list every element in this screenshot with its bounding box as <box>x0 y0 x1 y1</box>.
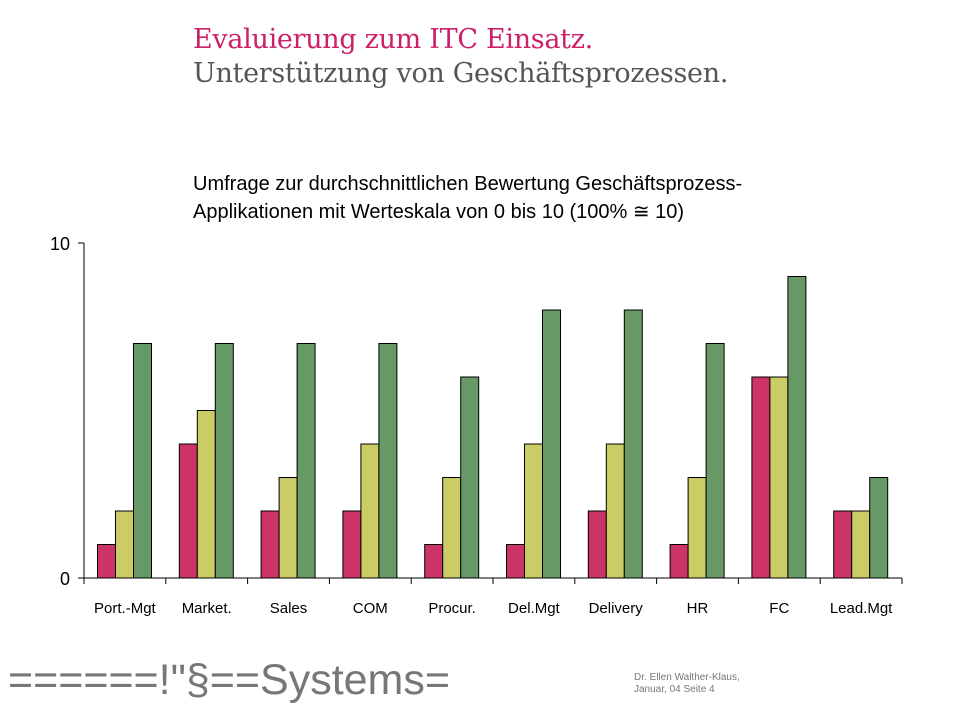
x-tick-label: Delivery <box>589 600 644 617</box>
bar-procur--s3 <box>460 376 480 579</box>
bar-port-mgt-s1 <box>97 544 116 579</box>
footer-date-page: Januar, 04 Seite 4 <box>634 684 715 695</box>
company-logo-text: ======!"§==Systems= <box>8 656 450 704</box>
bar-sales-s2 <box>278 477 298 579</box>
bar-delivery-s2 <box>605 443 625 579</box>
labels-group: Port.-Mgt Market. Sales COM Procur. Del.Mgt De… <box>50 234 893 617</box>
bar-del-mgt-s3 <box>542 309 561 579</box>
bar-lead-mgt-s2 <box>851 510 871 579</box>
bar-market--s1 <box>178 443 198 579</box>
x-tick-label: HR <box>687 600 709 617</box>
chart-description-line-1: Umfrage zur durchschnittlichen Bewertung… <box>193 173 743 195</box>
bar-lead-mgt-s1 <box>833 510 853 579</box>
bar-sales-s1 <box>260 510 280 579</box>
x-tick-label: Port.-Mgt <box>94 600 157 617</box>
bar-com-s1 <box>342 510 362 579</box>
bar-market--s3 <box>214 343 234 579</box>
bar-procur--s1 <box>424 544 444 579</box>
bar-market--s2 <box>196 410 216 579</box>
bar-hr-s1 <box>669 544 689 579</box>
bars-group <box>97 276 889 579</box>
bar-lead-mgt-s3 <box>869 477 889 579</box>
bar-chart: Port.-Mgt Market. Sales COM Procur. Del.Mgt De… <box>50 234 903 617</box>
y-tick-label: 10 <box>50 234 70 254</box>
slide-title: Evaluierung zum ITC Einsatz. <box>193 24 593 55</box>
bar-hr-s2 <box>687 477 707 579</box>
chart-description: Umfrage zur durchschnittlichen Bewertung… <box>193 170 742 226</box>
x-tick-label: FC <box>769 600 789 617</box>
bar-fc-s1 <box>751 376 771 579</box>
bar-hr-s3 <box>705 343 725 579</box>
bar-fc-s2 <box>769 376 789 579</box>
x-tick-label: Procur. <box>428 600 476 617</box>
bar-port-mgt-s3 <box>133 343 152 579</box>
bar-procur--s2 <box>442 477 462 579</box>
bar-del-mgt-s2 <box>524 443 543 579</box>
y-tick-label: 0 <box>60 569 70 589</box>
bar-com-s2 <box>360 443 380 579</box>
x-tick-label: COM <box>353 600 388 617</box>
x-tick-label: Sales <box>270 600 308 617</box>
x-tick-label: Lead.Mgt <box>830 600 893 617</box>
bar-sales-s3 <box>296 343 316 579</box>
bar-port-mgt-s2 <box>115 510 134 579</box>
x-tick-label: Market. <box>182 600 232 617</box>
bar-fc-s3 <box>787 276 807 579</box>
footer-info: Dr. Ellen Walther-Klaus, Januar, 04 Seit… <box>634 672 740 696</box>
bar-com-s3 <box>378 343 398 579</box>
chart-description-line-2: Applikationen mit Werteskala von 0 bis 1… <box>193 201 685 223</box>
footer-author: Dr. Ellen Walther-Klaus, <box>634 672 740 683</box>
slide-subtitle: Unterstützung von Geschäftsprozessen. <box>193 58 729 89</box>
bar-del-mgt-s1 <box>506 544 525 579</box>
x-tick-label: Del.Mgt <box>508 600 561 617</box>
axes-group <box>78 242 903 584</box>
bar-delivery-s3 <box>623 309 643 579</box>
bar-delivery-s1 <box>587 510 607 579</box>
